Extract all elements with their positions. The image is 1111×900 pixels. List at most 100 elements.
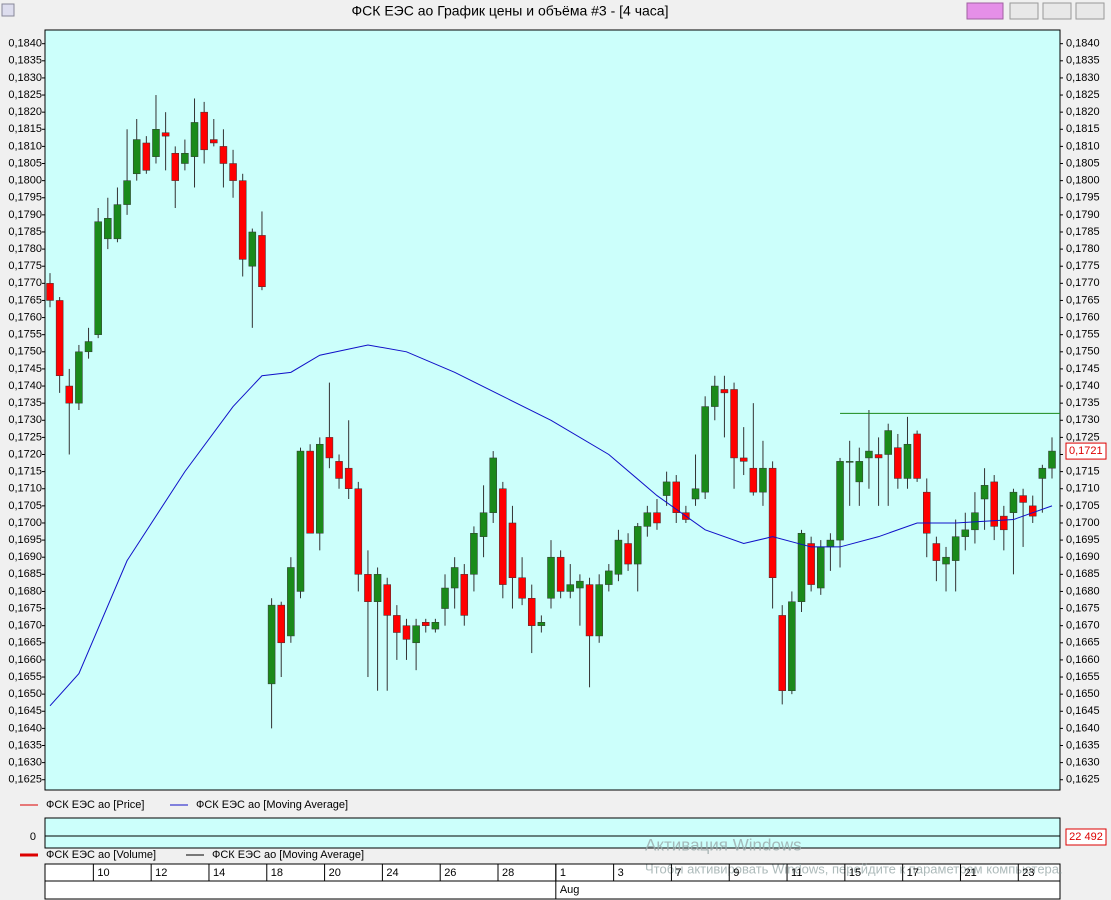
y2-tick-label: 0,1800 <box>1066 175 1100 187</box>
y-tick-label: 0,1810 <box>8 140 42 152</box>
candle-body <box>961 529 970 537</box>
y2-tick-label: 0,1840 <box>1066 38 1100 50</box>
candle-body <box>123 180 131 205</box>
candle-body <box>855 461 864 483</box>
candle-body <box>518 577 526 599</box>
candle-body <box>287 567 295 637</box>
y-tick-label: 0,1680 <box>8 585 42 597</box>
y-tick-label: 0,1840 <box>8 38 42 50</box>
watermark-text: Чтобы активировать Windows, перейдите к … <box>645 861 1063 876</box>
candle-body <box>980 485 989 500</box>
date-label: 15 <box>849 867 861 879</box>
candle-body <box>402 625 411 640</box>
volume-zero-label: 0 <box>30 831 36 843</box>
y2-tick-label: 0,1825 <box>1066 89 1100 101</box>
y2-tick-label: 0,1755 <box>1066 329 1100 341</box>
y-tick-label: 0,1750 <box>8 346 42 358</box>
date-label: 9 <box>733 867 739 879</box>
candle-body <box>470 532 478 575</box>
candle-body <box>210 139 218 144</box>
y-tick-label: 0,1650 <box>8 688 42 700</box>
restore-button[interactable] <box>1042 2 1072 20</box>
legend-volume: ФСК ЕЭС ао [Volume] <box>46 849 156 861</box>
y-tick-label: 0,1735 <box>8 397 42 409</box>
y-tick-label: 0,1820 <box>8 106 42 118</box>
y-tick-label: 0,1710 <box>8 483 42 495</box>
candle-body <box>296 450 305 592</box>
y-tick-label: 0,1770 <box>8 277 42 289</box>
y2-tick-label: 0,1715 <box>1066 466 1100 478</box>
date-label: 7 <box>675 867 681 879</box>
candle-body <box>768 467 777 578</box>
y-tick-label: 0,1725 <box>8 431 42 443</box>
date-label: 28 <box>502 867 514 879</box>
y-tick-label: 0,1695 <box>8 534 42 546</box>
y-tick-label: 0,1825 <box>8 89 42 101</box>
candle-body <box>1028 505 1037 517</box>
y-tick-label: 0,1775 <box>8 260 42 272</box>
candle-body <box>479 512 488 537</box>
y-tick-label: 0,1740 <box>8 380 42 392</box>
date-label: 21 <box>964 867 976 879</box>
y2-tick-label: 0,1725 <box>1066 431 1100 443</box>
date-label: 17 <box>907 867 919 879</box>
candle-body <box>267 604 276 685</box>
y2-tick-label: 0,1760 <box>1066 311 1100 323</box>
minimize-button[interactable] <box>1009 2 1039 20</box>
watermark-title: Активация Windows <box>645 835 802 854</box>
window-icon <box>1 3 15 17</box>
y-tick-label: 0,1690 <box>8 551 42 563</box>
candle-body <box>923 491 931 534</box>
window-title: ФСК ЕЭС ао График цены и объёма #3 - [4 … <box>352 3 669 19</box>
y2-tick-label: 0,1735 <box>1066 397 1100 409</box>
candle-body <box>556 556 565 592</box>
candle-body <box>624 543 632 565</box>
candle-body <box>393 615 401 633</box>
candle-body <box>913 433 921 479</box>
date-label: 10 <box>97 867 109 879</box>
y2-tick-label: 0,1700 <box>1066 517 1100 529</box>
candle-body <box>316 443 324 534</box>
candle-body <box>84 341 93 353</box>
y-tick-label: 0,1745 <box>8 363 42 375</box>
candle-body <box>653 512 661 524</box>
y-tick-label: 0,1645 <box>8 705 42 717</box>
candle-body <box>845 461 854 463</box>
close-button[interactable] <box>1075 2 1105 20</box>
candle-body <box>788 601 796 691</box>
y2-tick-label: 0,1625 <box>1066 774 1100 786</box>
date-label: 24 <box>386 867 398 879</box>
candle-body <box>142 142 151 171</box>
y2-tick-label: 0,1830 <box>1066 72 1100 84</box>
y-tick-label: 0,1830 <box>8 72 42 84</box>
candle-body <box>711 385 719 407</box>
plot-area <box>44 29 1061 791</box>
candle-body <box>884 430 892 455</box>
candle-body <box>258 235 266 288</box>
candle-body <box>422 622 430 626</box>
y2-tick-label: 0,1705 <box>1066 500 1100 512</box>
candle-body <box>894 447 902 479</box>
candle-body <box>171 152 179 181</box>
candle-body <box>807 543 815 585</box>
candle-body <box>412 625 420 644</box>
date-label: 18 <box>271 867 283 879</box>
y2-tick-label: 0,1740 <box>1066 380 1100 392</box>
candle-body <box>373 574 382 602</box>
candle-body <box>817 546 825 589</box>
candle-body <box>460 574 469 616</box>
y2-tick-label: 0,1785 <box>1066 226 1100 238</box>
moving-average-line <box>49 344 1053 707</box>
candle-body <box>431 622 440 630</box>
link-button[interactable] <box>966 2 1004 20</box>
candle-body <box>152 129 160 157</box>
y2-tick-label: 0,1750 <box>1066 346 1100 358</box>
candle-body <box>942 556 950 565</box>
y2-tick-label: 0,1805 <box>1066 157 1100 169</box>
y-tick-label: 0,1790 <box>8 209 42 221</box>
candle-body <box>219 146 228 164</box>
y2-tick-label: 0,1640 <box>1066 722 1100 734</box>
y2-tick-label: 0,1730 <box>1066 414 1100 426</box>
y2-tick-label: 0,1690 <box>1066 551 1100 563</box>
